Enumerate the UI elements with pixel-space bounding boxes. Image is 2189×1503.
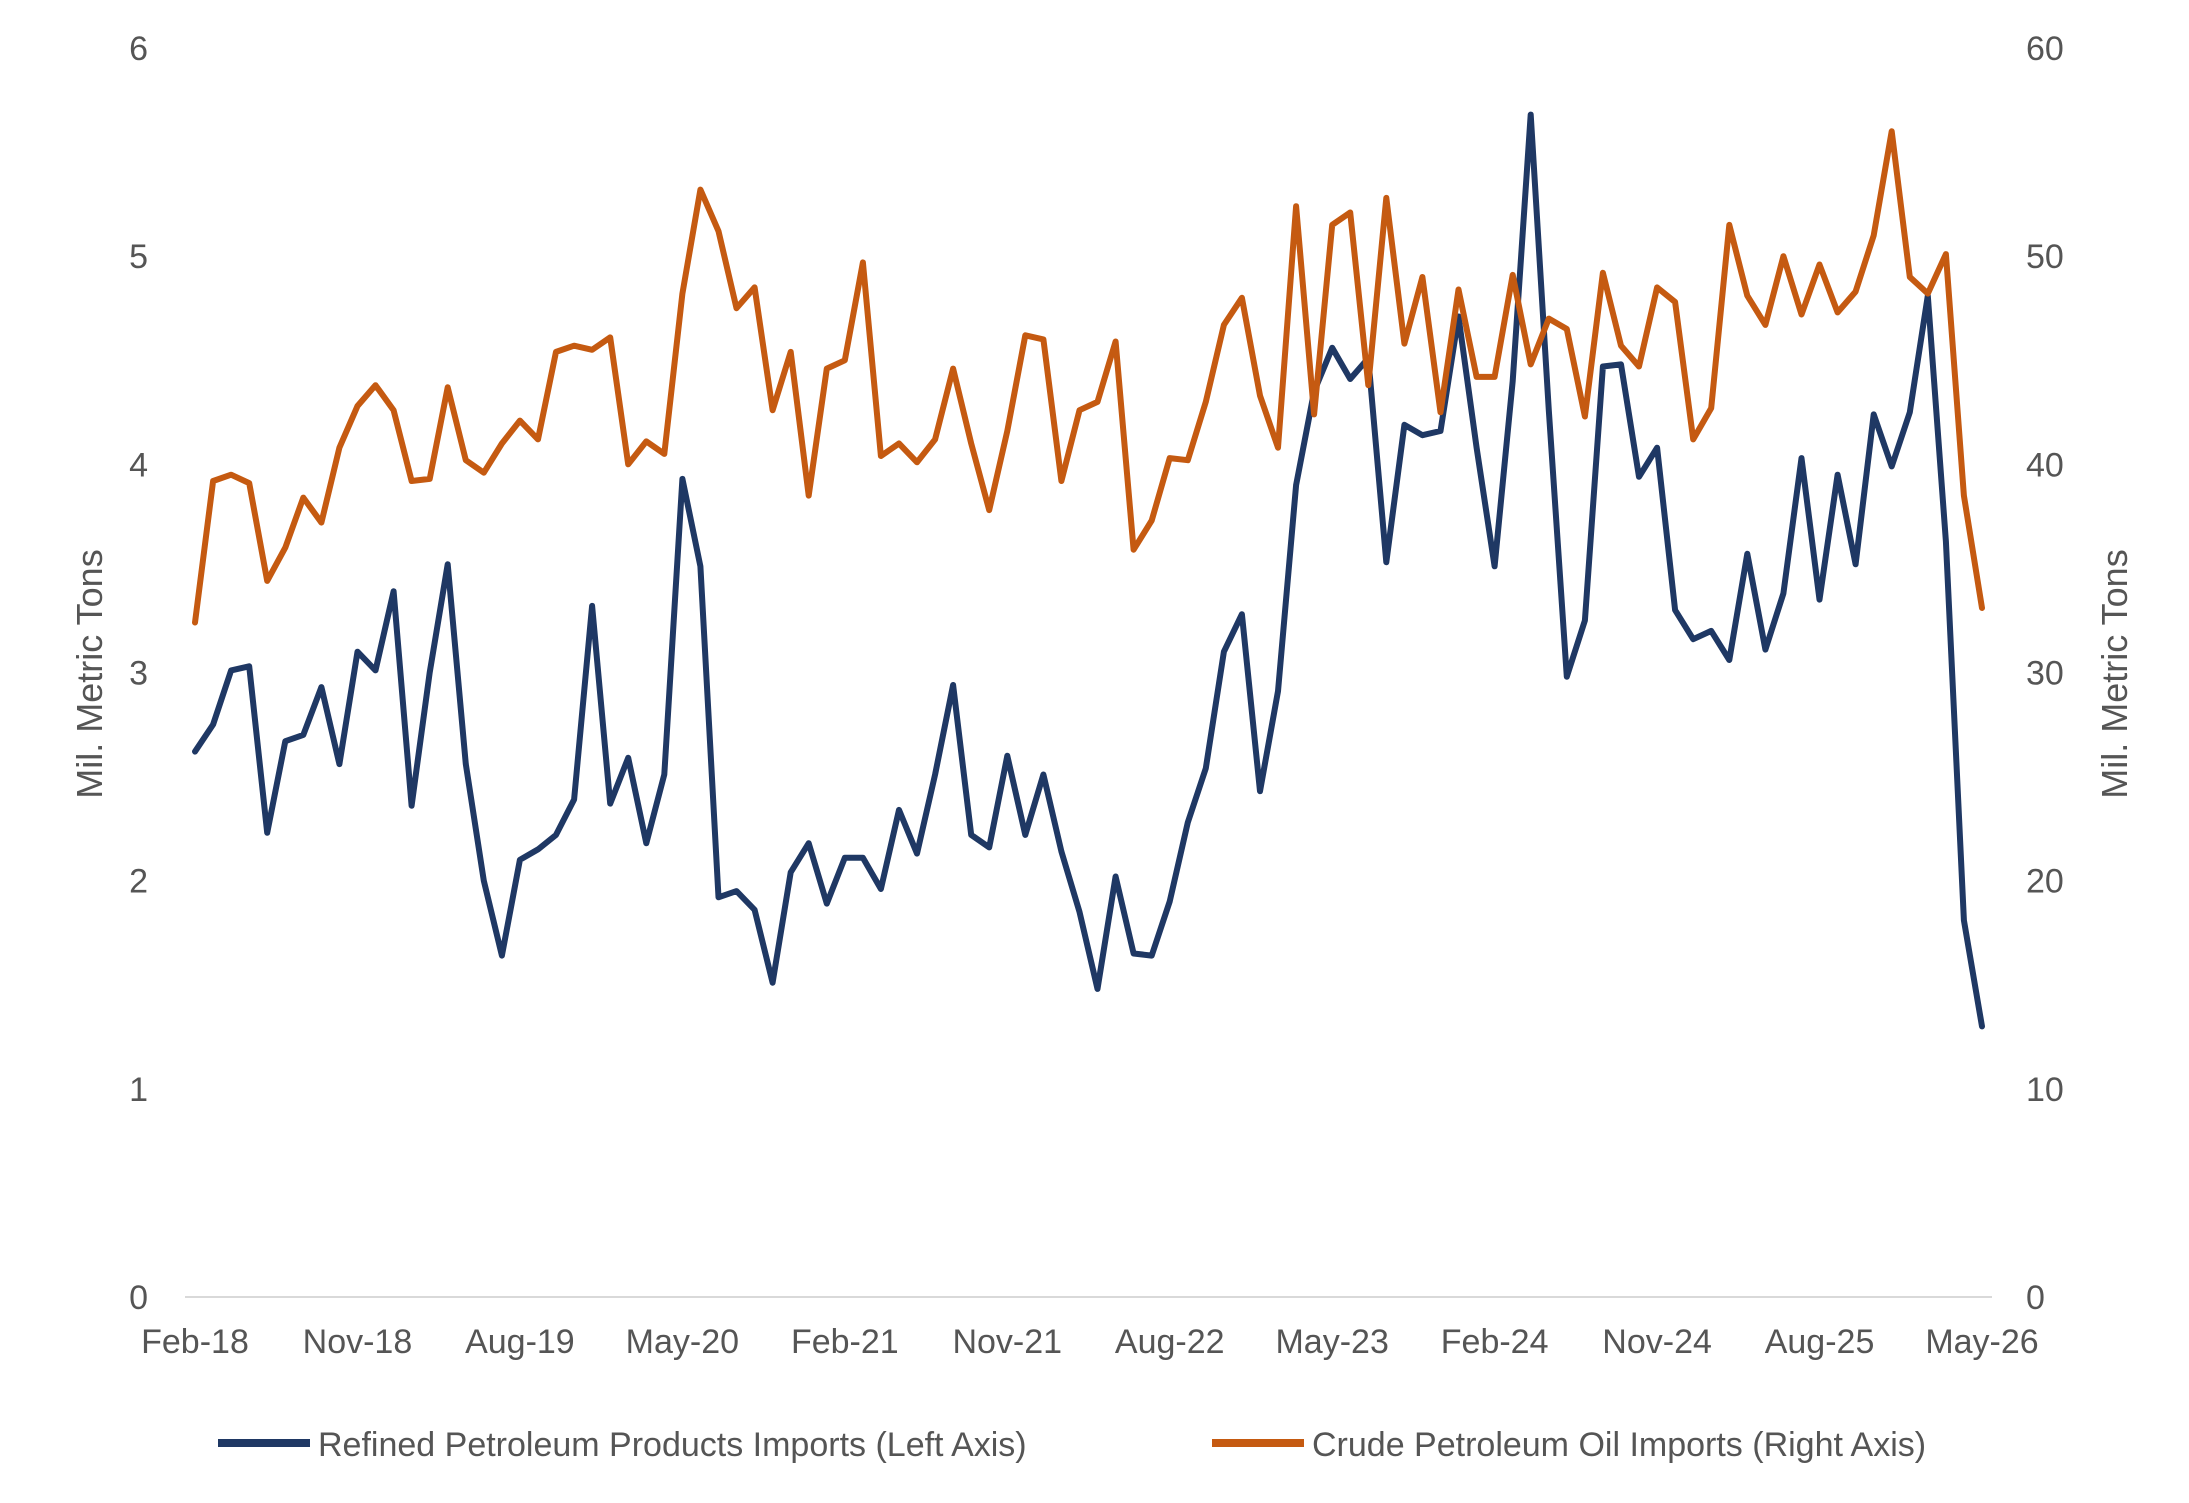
x-tick-label: Feb-24 xyxy=(1441,1323,1549,1361)
x-tick-label: May-23 xyxy=(1275,1323,1388,1361)
x-tick-label: Aug-19 xyxy=(465,1323,575,1361)
legend-label-crude: Crude Petroleum Oil Imports (Right Axis) xyxy=(1312,1426,1926,1464)
legend: Refined Petroleum Products Imports (Left… xyxy=(218,1426,1926,1464)
x-tick-label: May-26 xyxy=(1925,1323,2038,1361)
x-tick-label: May-20 xyxy=(626,1323,739,1361)
legend-item-refined: Refined Petroleum Products Imports (Left… xyxy=(218,1426,1027,1464)
x-tick-label: Aug-22 xyxy=(1115,1323,1225,1361)
right-y-axis-ticks: 0 10 20 30 40 50 60 xyxy=(2026,30,2064,1317)
x-tick-label: Aug-25 xyxy=(1765,1323,1875,1361)
left-y-tick-label: 2 xyxy=(129,863,148,901)
legend-item-crude: Crude Petroleum Oil Imports (Right Axis) xyxy=(1212,1426,1926,1464)
left-y-tick-label: 4 xyxy=(129,446,148,484)
left-y-tick-label: 3 xyxy=(129,655,148,693)
right-y-tick-label: 10 xyxy=(2026,1071,2064,1109)
x-tick-label: Feb-18 xyxy=(141,1323,249,1361)
x-tick-label: Feb-21 xyxy=(791,1323,899,1361)
right-y-tick-label: 50 xyxy=(2026,238,2064,276)
left-y-tick-label: 5 xyxy=(129,238,148,276)
x-tick-label: Nov-24 xyxy=(1602,1323,1712,1361)
series-line-refined-products xyxy=(192,111,1985,1030)
series-line-crude-oil xyxy=(192,128,1985,626)
right-y-tick-label: 20 xyxy=(2026,863,2064,901)
series-layer xyxy=(192,111,1985,1030)
legend-label-refined: Refined Petroleum Products Imports (Left… xyxy=(318,1426,1027,1464)
plot-area xyxy=(185,111,1992,1298)
left-y-tick-label: 6 xyxy=(129,30,148,68)
right-y-tick-label: 60 xyxy=(2026,30,2064,68)
x-tick-label: Nov-21 xyxy=(952,1323,1062,1361)
x-tick-label: Nov-18 xyxy=(303,1323,413,1361)
left-y-axis-ticks: 0 1 2 3 4 5 6 xyxy=(129,30,148,1317)
right-y-tick-label: 40 xyxy=(2026,446,2064,484)
right-y-tick-label: 0 xyxy=(2026,1279,2045,1317)
left-y-tick-label: 0 xyxy=(129,1279,148,1317)
left-y-tick-label: 1 xyxy=(129,1071,148,1109)
x-axis-ticks: Feb-18 Nov-18 Aug-19 May-20 Feb-21 Nov-21 Aug-… xyxy=(141,1323,2039,1361)
right-y-tick-label: 30 xyxy=(2026,655,2064,693)
left-y-axis-title: Mil. Metric Tons xyxy=(69,549,110,798)
right-y-axis-title: Mil. Metric Tons xyxy=(2094,549,2135,798)
